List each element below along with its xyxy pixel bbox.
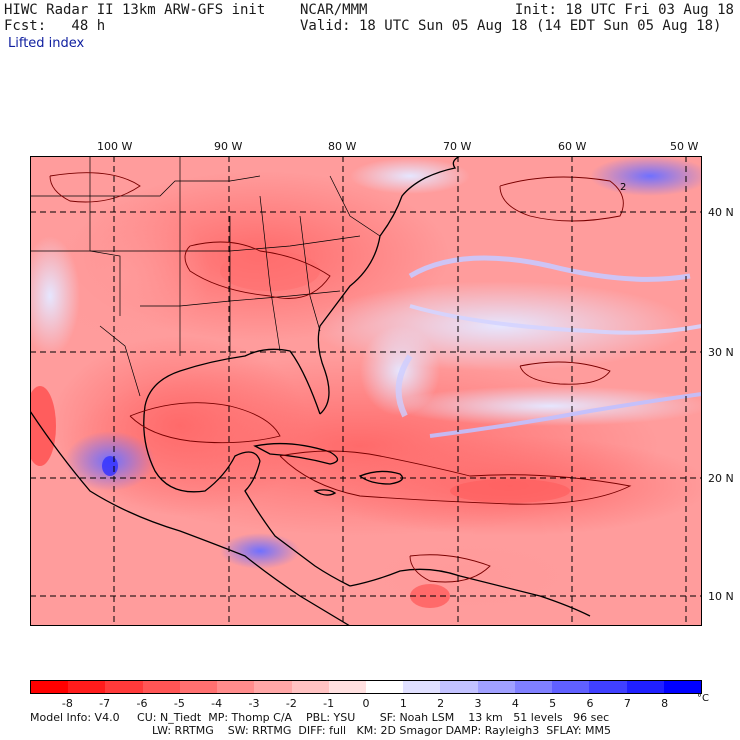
organization: NCAR/MMM (300, 2, 368, 18)
stable-streak-2 (409, 304, 702, 335)
colorbar-swatch (328, 681, 366, 693)
colorbar-swatch (552, 681, 590, 693)
colorbar-swatch (105, 681, 143, 693)
colorbar-tick-label: -6 (136, 697, 148, 710)
model-info-line-1: Model Info: V4.0 CU: N_Tiedt MP: Thomp C… (30, 711, 610, 724)
colorbar-swatch (254, 681, 292, 693)
colorbar-swatch (68, 681, 106, 693)
border-8 (140, 290, 341, 307)
coast-mexico-gulf (143, 405, 261, 493)
colorbar-swatch (663, 681, 701, 693)
valid-time: Valid: 18 UTC Sun 05 Aug 18 (14 EDT Sun … (300, 18, 722, 34)
colorbar-swatch (403, 681, 441, 693)
coast-east-us (379, 156, 461, 237)
colorbar-tick-label: -3 (248, 697, 260, 710)
lat-label-30n: 30 N (708, 346, 734, 359)
model-info-line-2: LW: RRTMG SW: RRTMG DIFF: full KM: 2D Sm… (152, 724, 612, 737)
coast-central-america-east (244, 460, 351, 587)
colorbar-swatch (626, 681, 664, 693)
contour-4 (499, 176, 624, 222)
contour-2 (129, 402, 281, 444)
forecast-hour: Fcst: 48 h (4, 18, 106, 34)
colorbar-swatch (217, 681, 255, 693)
colorbar-tick-label: 4 (511, 697, 519, 710)
colorbar-swatch (31, 681, 69, 693)
colorbar-tick-label: -2 (285, 697, 297, 710)
colorbar (30, 680, 702, 694)
lat-label-40n: 40 N (708, 206, 734, 219)
border-3 (89, 156, 121, 316)
border-1 (30, 175, 261, 197)
colorbar-swatch (179, 681, 218, 693)
init-time: Init: 18 UTC Fri 03 Aug 18 (514, 2, 734, 18)
field-stable-northeast (590, 156, 702, 196)
stable-core-mexico (102, 456, 118, 476)
contours (49, 172, 632, 583)
contour-3 (279, 450, 632, 505)
unstable-core-southeast (220, 251, 320, 291)
lat-label-10n: 10 N (708, 590, 734, 603)
contour-label: 2 (620, 182, 626, 193)
colorbar-swatch (477, 681, 515, 693)
colorbar-tick-label: 6 (586, 697, 594, 710)
colorbar-tick-label: 8 (661, 697, 669, 710)
colorbar-tick-label: -4 (211, 697, 223, 710)
colorbar-tick-label: 0 (362, 697, 370, 710)
field-name: Lifted index (8, 36, 85, 51)
colorbar-tick-label: -1 (323, 697, 335, 710)
lat-label-20n: 20 N (708, 472, 734, 485)
field-stable-band-south (390, 386, 702, 426)
colorbar-swatch (589, 681, 627, 693)
colorbar-tick-label: 7 (623, 697, 631, 710)
graticule (30, 156, 702, 626)
colorbar-tick-label: -7 (99, 697, 111, 710)
field-stable-new-england (350, 158, 470, 194)
lon-label-80w: 80 W (328, 140, 357, 153)
map-frame (30, 156, 702, 626)
field-stable-west (30, 236, 80, 356)
border-us-mexico (99, 325, 141, 397)
border-6 (259, 195, 281, 352)
colorbar-tick-label: -8 (61, 697, 73, 710)
stable-streak-1 (408, 255, 691, 282)
colorbar-unit: °C (697, 693, 709, 704)
border-7 (299, 215, 321, 332)
contour-5 (519, 361, 611, 385)
lon-label-50w: 50 W (670, 140, 699, 153)
unstable-core-pacific (30, 386, 56, 466)
lon-label-70w: 70 W (443, 140, 472, 153)
stable-streak-4 (395, 354, 413, 418)
colorbar-tick-label: -5 (173, 697, 185, 710)
model-title: HIWC Radar II 13km ARW-GFS init (4, 2, 266, 18)
coast-hispaniola (358, 470, 404, 485)
colorbar-swatch (365, 681, 404, 693)
colorbar-swatch (514, 681, 553, 693)
lon-label-90w: 90 W (214, 140, 243, 153)
political-borders (30, 156, 381, 397)
lon-label-60w: 60 W (558, 140, 587, 153)
colorbar-tick-label: 3 (474, 697, 482, 710)
coast-gulf (144, 348, 321, 415)
contour-6 (409, 554, 491, 583)
border-9 (329, 175, 381, 237)
coast-jamaica (313, 489, 337, 496)
colorbar-swatch (291, 681, 329, 693)
colorbar-swatch (440, 681, 478, 693)
lifted-index-map: 2 (30, 156, 702, 626)
coast-south-america (349, 568, 591, 617)
colorbar-tick-label: 5 (549, 697, 557, 710)
coast-cuba (253, 442, 339, 465)
colorbar-tick-label: 2 (437, 697, 445, 710)
stable-streak-3 (429, 392, 702, 438)
field-stable-central-america (220, 533, 300, 569)
contour-1 (184, 241, 331, 299)
contour-7 (49, 172, 141, 203)
colorbar-tick-label: 1 (399, 697, 407, 710)
lon-label-100w: 100 W (97, 140, 133, 153)
coast-southeast-us (317, 235, 381, 415)
unstable-core-atlantic (450, 479, 570, 503)
colorbar-swatch (142, 681, 180, 693)
